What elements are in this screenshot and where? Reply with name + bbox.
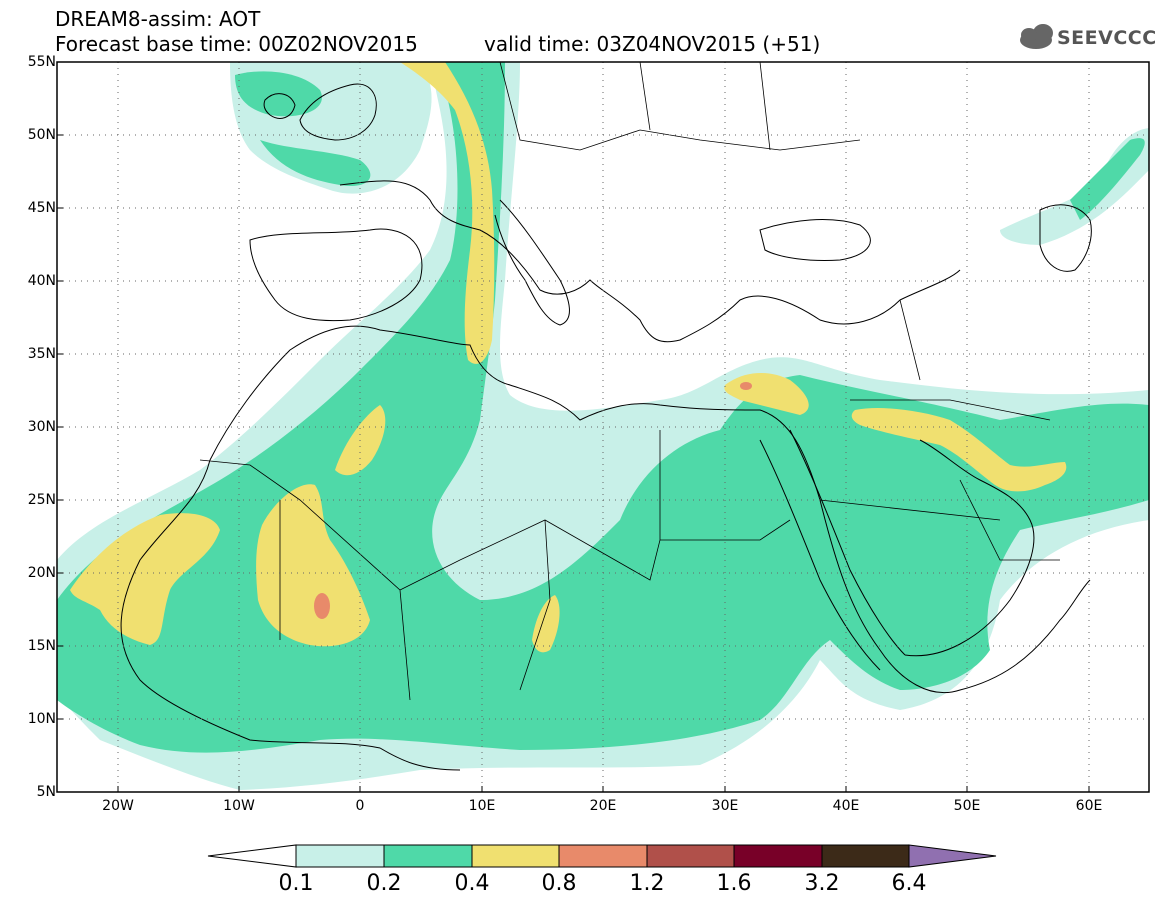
ireland-coastline — [263, 93, 296, 119]
colorbar-label: 6.4 — [891, 871, 927, 896]
colorbar — [207, 844, 997, 868]
colorbar-box-2 — [471, 844, 560, 868]
arabia-coastline — [904, 439, 1035, 657]
lat-label: 20N — [27, 565, 56, 581]
coastlines — [120, 62, 1092, 771]
seevccc-logo-text: SEEVCCC — [1057, 27, 1157, 49]
aot-contour-0.4-gulf — [851, 408, 1067, 492]
lon-label: 20E — [589, 798, 617, 814]
colorbar-label: 0.1 — [278, 871, 314, 896]
colorbar-box-4 — [646, 844, 735, 868]
colorbar-box-3 — [558, 844, 648, 868]
colorbar-box-6 — [821, 844, 910, 868]
colorbar-label: 0.8 — [541, 871, 577, 896]
britain-coastline — [299, 83, 377, 141]
aot-field — [57, 62, 1149, 790]
aot-contour-0.4-chad — [532, 595, 560, 653]
lat-label: 45N — [27, 200, 56, 216]
iberia-coastline — [249, 228, 423, 322]
aot-contour-0.2-caspian — [1070, 138, 1145, 220]
aot-contour-0.4-westafrica — [70, 513, 220, 645]
aot-contour-0.8-levant — [740, 382, 752, 390]
red-sea-coastline — [759, 429, 906, 671]
colorbar-box-0 — [295, 844, 385, 868]
lon-label: 60E — [1075, 798, 1103, 814]
colorbar-label: 1.6 — [716, 871, 752, 896]
lat-label: 40N — [27, 273, 56, 289]
lat-label: 10N — [27, 711, 56, 727]
lon-label: 30E — [711, 798, 739, 814]
caspian-coastline — [1039, 204, 1092, 272]
lat-label: 50N — [27, 127, 56, 143]
colorbar-box-5 — [733, 844, 823, 868]
lon-label: 0 — [355, 798, 365, 814]
valid-time: valid time: 03Z04NOV2015 (+51) — [484, 32, 821, 56]
map-grid — [57, 62, 1149, 792]
aot-contour-0.8-mali — [314, 593, 330, 619]
colorbar-label: 3.2 — [804, 871, 840, 896]
colorbar-box-1 — [383, 844, 473, 868]
lat-label: 5N — [36, 784, 56, 800]
lat-label: 15N — [27, 638, 56, 654]
lon-label: 10E — [468, 798, 496, 814]
axis-ticks — [57, 134, 1090, 792]
colorbar-under-arrow — [207, 844, 297, 868]
colorbar-label: 0.2 — [366, 871, 402, 896]
aot-contour-0.2-biscay — [260, 140, 371, 186]
lon-label: 40E — [832, 798, 860, 814]
aot-contour-0.4-mali — [256, 484, 370, 647]
aot-contour-0.1-northeast — [1000, 128, 1149, 245]
colorbar-label: 1.2 — [629, 871, 665, 896]
colorbar-over-arrow — [908, 844, 997, 868]
lat-label: 25N — [27, 492, 56, 508]
europe-coastline — [339, 180, 961, 343]
italy-coastline — [494, 199, 570, 326]
colorbar-label: 0.4 — [454, 871, 490, 896]
black-sea-coastline — [759, 219, 871, 261]
seevccc-logo-cloud-icon — [1020, 24, 1053, 49]
lon-label: 10W — [223, 798, 255, 814]
lat-label: 35N — [27, 346, 56, 362]
lat-label: 55N — [27, 54, 56, 70]
country-borders — [199, 62, 1060, 701]
lon-label: 20W — [102, 798, 134, 814]
forecast-base-time: Forecast base time: 00Z02NOV2015 — [55, 32, 418, 56]
lon-label: 50E — [953, 798, 981, 814]
africa-coastline — [120, 325, 1091, 771]
map-title: DREAM8-assim: AOT — [55, 7, 261, 31]
lat-label: 30N — [27, 419, 56, 435]
aot-contour-0.4-plume — [400, 62, 495, 364]
